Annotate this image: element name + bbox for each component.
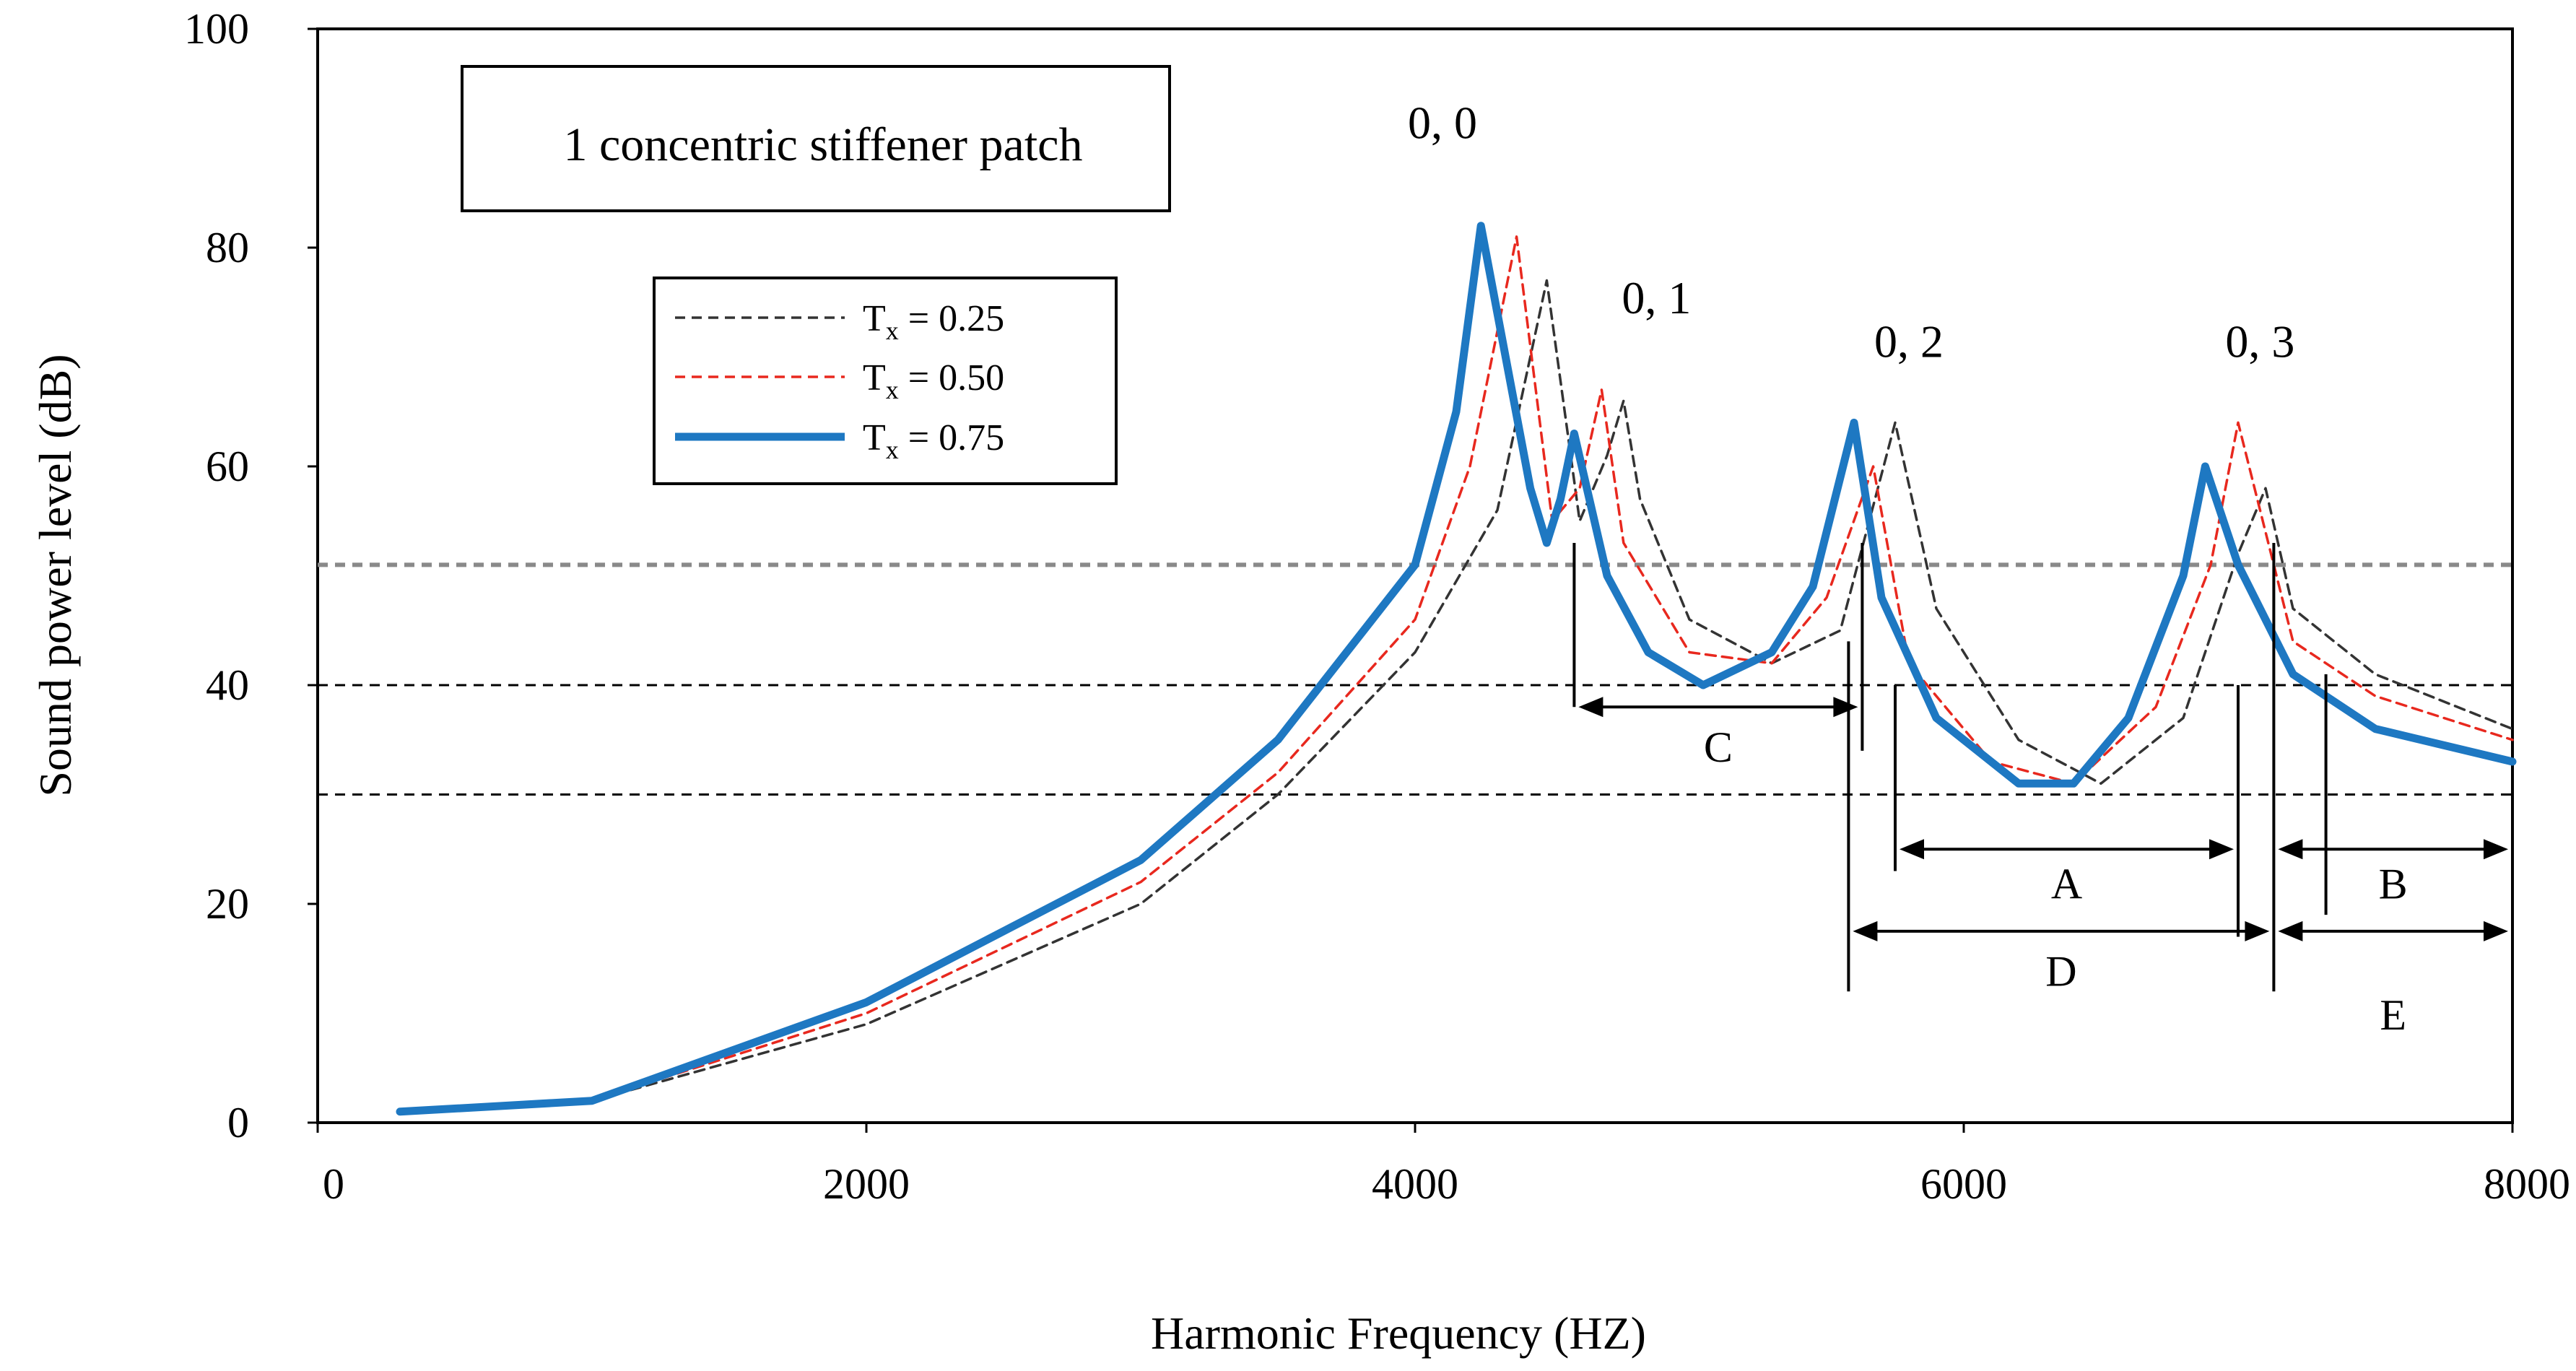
arrow-head — [2278, 839, 2303, 860]
region-a: A — [1900, 839, 2234, 908]
chart-title: 1 concentric stiffener patch — [564, 118, 1083, 171]
y-axis-title: Sound power level (dB) — [30, 354, 81, 796]
frequency-regions: C A B D E — [1572, 543, 2508, 1039]
legend-label: Tx = 0.75 — [863, 417, 1004, 464]
x-tick-label: 6000 — [1920, 1160, 2007, 1208]
y-tick-label: 100 — [184, 5, 249, 53]
region-label: A — [2051, 860, 2082, 908]
region-label: D — [2045, 948, 2076, 996]
legend: Tx = 0.25 Tx = 0.50 Tx = 0.75 — [653, 277, 1118, 485]
x-tick-label: 0 — [323, 1160, 344, 1208]
series-line — [399, 279, 2514, 1113]
legend-box — [653, 277, 1118, 485]
x-tick-label: 2000 — [823, 1160, 910, 1208]
region-c: C — [1578, 697, 1858, 771]
region-label: B — [2379, 860, 2408, 908]
x-tick-label: 4000 — [1372, 1160, 1458, 1208]
axis-ticks: 0 20 40 60 80 100 0 2000 4000 6000 8000 — [184, 5, 2570, 1208]
peak-label: 0, 2 — [1874, 316, 1944, 367]
legend-label: Tx = 0.25 — [863, 298, 1004, 345]
x-axis-title: Harmonic Frequency (HZ) — [1151, 1307, 1646, 1359]
arrow-head — [1833, 697, 1858, 718]
region-b: B — [2278, 839, 2508, 908]
series-lines — [396, 222, 2517, 1116]
y-tick-label: 60 — [206, 443, 249, 490]
peak-label: 0, 1 — [1622, 272, 1691, 323]
arrow-head — [1900, 839, 1924, 860]
arrow-head — [1578, 697, 1604, 718]
region-label: C — [1704, 723, 1733, 771]
region-label: E — [2380, 991, 2406, 1039]
peak-label: 0, 3 — [2225, 316, 2294, 367]
legend-label: Tx = 0.50 — [863, 357, 1004, 404]
peak-label: 0, 0 — [1408, 97, 1477, 149]
y-tick-label: 20 — [206, 880, 249, 928]
y-tick-label: 0 — [227, 1099, 249, 1146]
series-line — [396, 222, 2517, 1116]
arrow-head — [2278, 920, 2303, 941]
arrow-head — [2245, 920, 2270, 941]
title-box: 1 concentric stiffener patch — [461, 65, 1171, 212]
x-tick-label: 8000 — [2484, 1160, 2570, 1208]
arrow-head — [1853, 920, 1878, 941]
series-line — [399, 235, 2514, 1113]
y-tick-label: 80 — [206, 224, 249, 271]
region-e: E — [2278, 920, 2508, 1039]
arrow-head — [2209, 839, 2234, 860]
region-d: D — [1853, 920, 2270, 996]
arrow-head — [2484, 839, 2508, 860]
y-tick-label: 40 — [206, 661, 249, 709]
arrow-head — [2484, 920, 2508, 941]
peak-annotations: 0, 0 0, 1 0, 2 0, 3 — [1408, 97, 2294, 367]
